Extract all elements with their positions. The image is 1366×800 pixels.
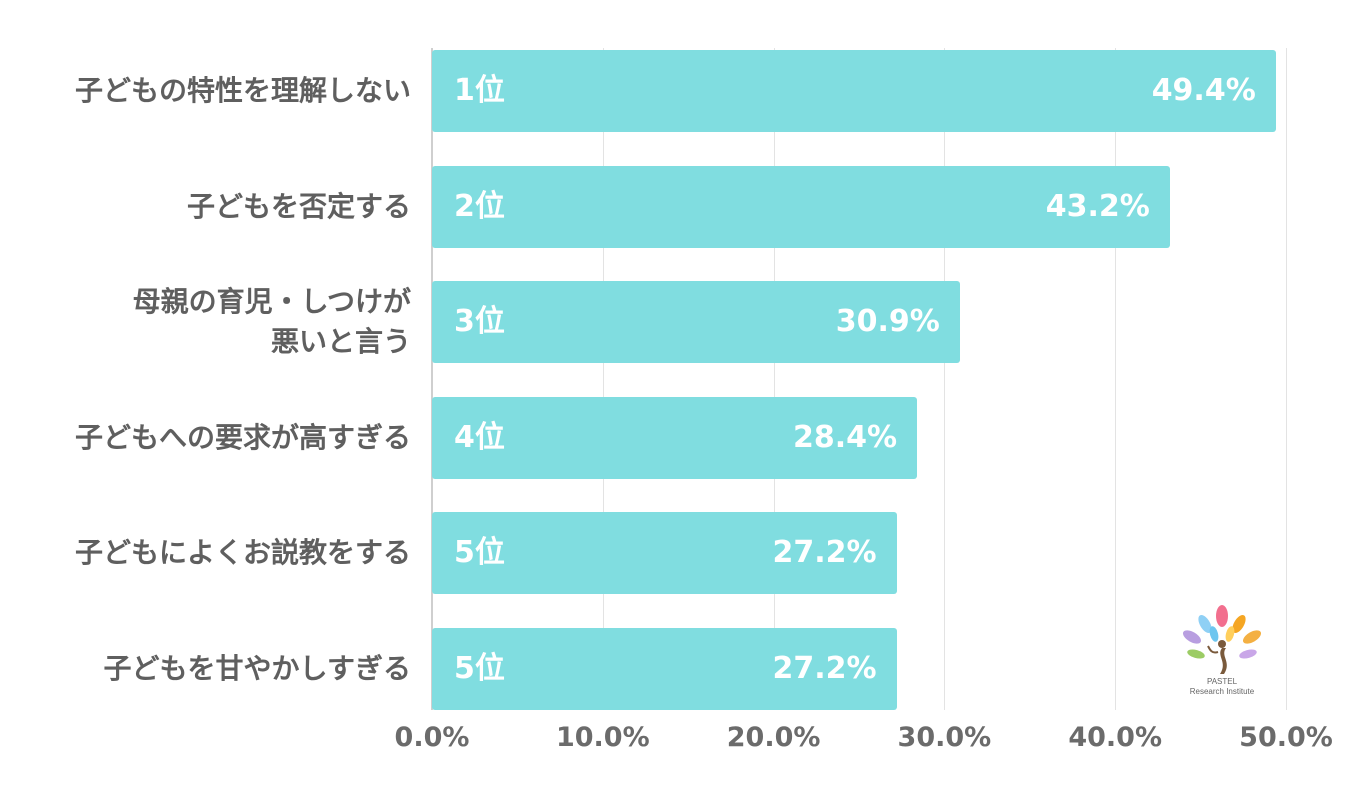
data-label: 28.4% xyxy=(793,419,898,455)
x-tick-label: 40.0% xyxy=(1068,722,1163,753)
y-axis-line xyxy=(431,48,433,710)
gridline xyxy=(1286,48,1287,710)
x-tick-label: 10.0% xyxy=(555,722,650,753)
logo-line-1: PASTEL xyxy=(1206,677,1238,686)
data-label: 27.2% xyxy=(772,650,877,686)
rank-label: 1位 xyxy=(454,73,505,108)
rank-label: 2位 xyxy=(454,188,505,224)
data-label: 43.2% xyxy=(1045,188,1150,224)
gridline xyxy=(602,48,604,710)
bar xyxy=(432,627,897,710)
bar xyxy=(432,165,1170,248)
rank-label: 3位 xyxy=(454,304,505,339)
rank-label: 4位 xyxy=(454,419,505,455)
x-tick-label: 30.0% xyxy=(897,722,992,753)
bar xyxy=(432,281,960,363)
pastel-research-institute-logo: PASTEL Research Institute xyxy=(1172,604,1272,700)
category-label: 子どもを否定する xyxy=(186,189,411,223)
category-label: 子どもへの要求が高すぎる xyxy=(74,420,411,454)
gridline xyxy=(1115,48,1117,710)
logo-text: PASTEL Research Institute xyxy=(1172,677,1272,697)
category-label: 母親の育児・しつけが 悪いと言う xyxy=(132,285,411,358)
category-label: 子どもを甘やかしすぎる xyxy=(103,651,411,685)
category-label: 子どもによくお説教をする xyxy=(74,536,411,569)
gridline xyxy=(773,48,775,710)
data-label: 30.9% xyxy=(835,304,940,339)
logo-line-2: Research Institute xyxy=(1189,687,1255,696)
category-label: 子どもの特性を理解しない xyxy=(74,74,411,107)
x-tick-label: 20.0% xyxy=(726,722,821,753)
x-tick-label: 50.0% xyxy=(1239,722,1333,753)
data-label: 27.2% xyxy=(772,535,877,570)
x-tick-label: 0.0% xyxy=(394,722,470,753)
tree-logo-icon xyxy=(1182,605,1262,674)
rank-label: 5位 xyxy=(454,535,505,570)
bar xyxy=(432,50,1276,132)
bar xyxy=(432,512,897,594)
gridline xyxy=(944,48,946,710)
data-label: 49.4% xyxy=(1151,73,1256,108)
bar xyxy=(432,396,918,479)
rank-label: 5位 xyxy=(454,650,505,686)
